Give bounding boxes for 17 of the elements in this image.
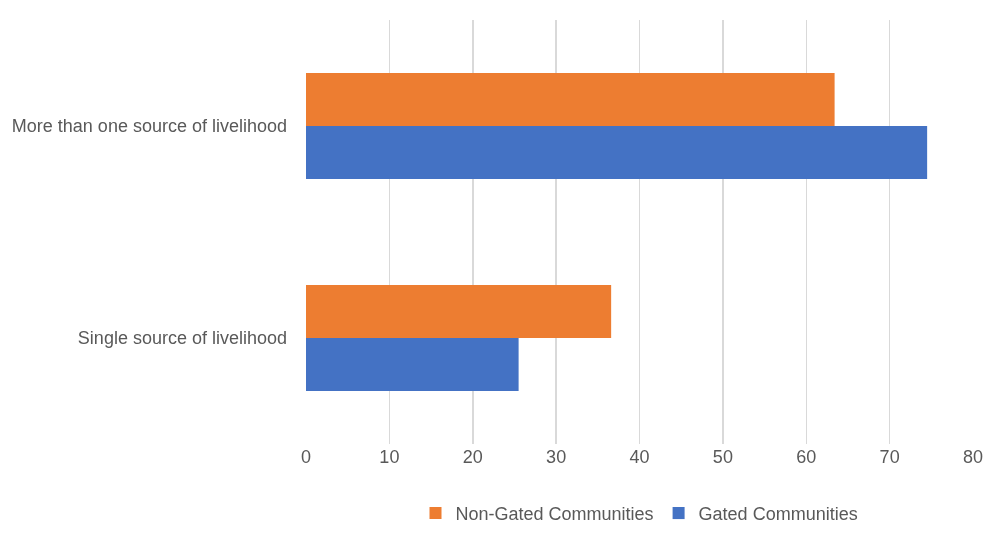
x-tick-label: 70: [879, 447, 900, 467]
x-tick-label: 80: [962, 447, 984, 467]
x-tick-label: 10: [379, 447, 400, 467]
legend-label: Non-Gated Communities: [455, 504, 654, 525]
bar: [306, 338, 519, 391]
bar: [306, 73, 835, 126]
y-tick-label: More than one source of livelihood: [11, 116, 287, 137]
x-tick-label: 20: [462, 447, 483, 467]
x-tick-label: 50: [712, 447, 733, 467]
bar: [306, 126, 928, 179]
x-tick-label: 0: [300, 447, 312, 467]
x-tick-label: 30: [546, 447, 567, 467]
bar: [306, 285, 612, 338]
x-tick-label: 60: [796, 447, 817, 467]
y-tick-label: Single source of livelihood: [77, 328, 287, 349]
x-tick-label: 40: [629, 447, 650, 467]
legend-label: Gated Communities: [698, 504, 858, 525]
